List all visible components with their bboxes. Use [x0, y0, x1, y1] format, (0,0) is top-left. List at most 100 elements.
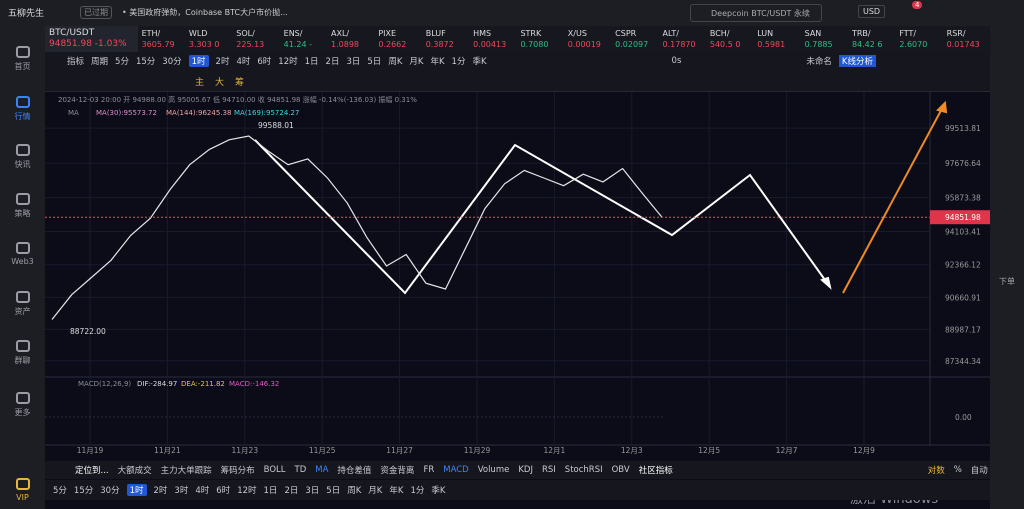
toolbar-right[interactable]: 未命名: [806, 57, 832, 67]
indicator-button[interactable]: MACD: [443, 465, 469, 475]
timeframe-button[interactable]: 30分: [100, 486, 120, 496]
sidebar-item[interactable]: Web3: [0, 242, 45, 266]
ticker-tab[interactable]: FTT/2.6070: [895, 26, 942, 52]
ticker-tab[interactable]: RSR/0.01743: [943, 26, 990, 52]
timeframe-button[interactable]: 年K: [389, 486, 404, 496]
timeframe-button[interactable]: 季K: [431, 486, 446, 496]
ticker-tab[interactable]: BLUF 0.3872: [422, 26, 469, 52]
timeframe-button[interactable]: 5分: [53, 486, 67, 496]
indicator-button[interactable]: Volume: [477, 465, 510, 475]
period-button[interactable]: 年K: [430, 57, 445, 67]
timeframe-button[interactable]: 4时: [195, 486, 210, 496]
timeframe-button[interactable]: 2时: [153, 486, 168, 496]
indicator-button[interactable]: FR: [423, 465, 435, 475]
ticker-tab[interactable]: SAN 0.7885: [801, 26, 848, 52]
period-button[interactable]: 2时: [215, 57, 230, 67]
indicator-button[interactable]: 大额成交: [117, 466, 152, 476]
y-tick-label: 92366.12: [945, 261, 981, 270]
timeframe-button[interactable]: 1时: [126, 484, 147, 496]
ticker-tab[interactable]: BTC/USDT 94851.98 -1.03%: [45, 26, 138, 52]
news-ticker[interactable]: • 美国政府弹劾，Coinbase BTC大户市价抛...: [122, 8, 288, 17]
sidebar-item[interactable]: 群聊: [0, 340, 45, 366]
tool-button[interactable]: 大: [215, 78, 225, 88]
ticker-tab[interactable]: AXL/1.0898: [327, 26, 374, 52]
period-button[interactable]: 1时: [188, 55, 209, 67]
tool-button[interactable]: 主: [195, 78, 205, 88]
period-button[interactable]: 月K: [409, 57, 424, 67]
ticker-tab[interactable]: CSPR 0.02097: [611, 26, 658, 52]
sidebar-item[interactable]: 行情: [0, 96, 45, 122]
sidebar-item[interactable]: 首页: [0, 46, 45, 72]
ticker-tab[interactable]: ENS/41.24 -: [280, 26, 327, 52]
ticker-tab[interactable]: PIXE 0.2662: [374, 26, 421, 52]
ticker-tab[interactable]: X/US 0.00019: [564, 26, 611, 52]
sidebar-item[interactable]: VIP: [0, 478, 45, 502]
period-button[interactable]: 6时: [257, 57, 272, 67]
ticker-tab[interactable]: ETH/3605.79: [138, 26, 185, 52]
sidebar-item[interactable]: 快讯: [0, 144, 45, 170]
period-button[interactable]: 周期: [91, 57, 109, 67]
timeframe-button[interactable]: 3时: [174, 486, 189, 496]
ticker-name: TRB/: [851, 29, 871, 38]
period-button[interactable]: 2日: [325, 57, 340, 67]
right-sidebar: 下单: [990, 26, 1024, 509]
x-tick-label: 12月1: [543, 446, 565, 455]
timeframe-button[interactable]: 1日: [263, 486, 278, 496]
period-button[interactable]: 指标: [67, 57, 85, 67]
period-button[interactable]: 1分: [451, 57, 466, 67]
timeframe-button[interactable]: 1分: [410, 486, 425, 496]
ticker-tab[interactable]: LUN 0.5981: [753, 26, 800, 52]
ticker-tab[interactable]: ALT/0.17870: [659, 26, 706, 52]
ticker-tab[interactable]: STRK 0.7080: [516, 26, 563, 52]
axis-option[interactable]: 自动: [970, 466, 988, 476]
timeframe-button[interactable]: 6时: [216, 486, 231, 496]
indicator-button[interactable]: KDJ: [518, 465, 533, 475]
indicator-button[interactable]: 社区指标: [638, 466, 673, 476]
period-button[interactable]: 30分: [162, 57, 182, 67]
indicator-button[interactable]: StochRSI: [564, 465, 603, 475]
period-button[interactable]: 5分: [115, 57, 129, 67]
indicator-button[interactable]: 持仓差值: [337, 466, 372, 476]
ma-144: MA(144):96245.38: [166, 109, 231, 117]
period-button[interactable]: 5日: [367, 57, 382, 67]
sidebar-item[interactable]: 资产: [0, 291, 45, 317]
order-button[interactable]: 下单: [999, 277, 1015, 286]
search[interactable]: Deepcoin BTC/USDT 永续: [690, 4, 822, 22]
period-button[interactable]: 周K: [388, 57, 403, 67]
indicator-button[interactable]: 定位到...: [75, 466, 109, 476]
tool-button[interactable]: 筹: [235, 78, 245, 88]
indicator-button[interactable]: 资金背离: [380, 466, 415, 476]
ticker-tab[interactable]: WLD 3.303 0: [185, 26, 232, 52]
timeframe-button[interactable]: 15分: [73, 486, 94, 496]
indicator-button[interactable]: MA: [315, 465, 329, 475]
indicator-button[interactable]: RSI: [541, 465, 556, 475]
period-button[interactable]: 季K: [472, 57, 487, 67]
timeframe-button[interactable]: 3日: [305, 486, 320, 496]
ticker-tab[interactable]: SOL/225.13: [232, 26, 279, 52]
ticker-tab[interactable]: HMS 0.00413: [469, 26, 516, 52]
indicator-button[interactable]: TD: [294, 465, 307, 475]
axis-option[interactable]: %: [953, 465, 962, 475]
timeframe-button[interactable]: 12时: [237, 486, 257, 496]
toolbar-right[interactable]: K线分析: [838, 55, 876, 67]
currency[interactable]: USD: [858, 5, 886, 18]
period-button[interactable]: 15分: [135, 57, 156, 67]
toolbar-right[interactable]: 0s: [671, 56, 682, 66]
timeframe-button[interactable]: 月K: [368, 486, 383, 496]
indicator-button[interactable]: BOLL: [263, 465, 286, 475]
period-button[interactable]: 4时: [236, 57, 251, 67]
period-button[interactable]: 1日: [304, 57, 319, 67]
indicator-button[interactable]: OBV: [611, 465, 630, 475]
period-button[interactable]: 12时: [278, 57, 298, 67]
timeframe-button[interactable]: 5日: [326, 486, 341, 496]
ticker-tab[interactable]: TRB/84.42 6: [848, 26, 895, 52]
period-button[interactable]: 3日: [346, 57, 361, 67]
sidebar-item[interactable]: 更多: [0, 392, 45, 418]
timeframe-button[interactable]: 周K: [347, 486, 362, 496]
sidebar-item[interactable]: 策略: [0, 193, 45, 219]
indicator-button[interactable]: 主力大单跟踪: [160, 466, 212, 476]
ticker-tab[interactable]: BCH/540.5 0: [706, 26, 753, 52]
indicator-button[interactable]: 筹码分布: [220, 466, 255, 476]
axis-option[interactable]: 对数: [927, 466, 945, 476]
timeframe-button[interactable]: 2日: [284, 486, 299, 496]
